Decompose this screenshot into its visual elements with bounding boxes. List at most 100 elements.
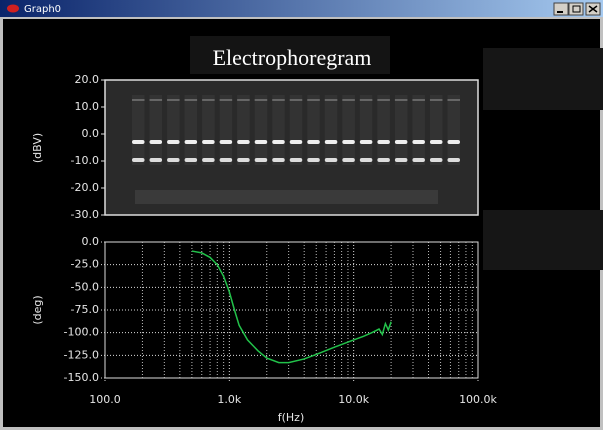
gel-band xyxy=(202,99,215,101)
gel-band xyxy=(290,99,303,101)
gel-lane xyxy=(290,95,303,165)
gel-band xyxy=(395,140,408,144)
gel-band xyxy=(167,99,180,101)
y-tick-label: -100.0 xyxy=(64,326,99,339)
gel-band xyxy=(447,99,460,101)
y-tick-label: -10.0 xyxy=(71,154,99,167)
gel-lane xyxy=(185,95,198,165)
gel-band xyxy=(430,99,443,101)
gel-lane xyxy=(395,95,408,165)
gel-band xyxy=(290,140,303,144)
gel-lane xyxy=(307,95,320,165)
gel-band xyxy=(202,158,215,162)
gel-band xyxy=(255,99,268,101)
gel-band xyxy=(360,99,373,101)
gel-band xyxy=(132,99,145,101)
gel-band xyxy=(272,140,285,144)
gel-band xyxy=(202,140,215,144)
window: Graph0 Electrophoregram (dBV) (deg) f(Hz… xyxy=(0,0,603,430)
y-tick-label: -20.0 xyxy=(71,181,99,194)
panel-shade xyxy=(483,210,603,270)
gel-band xyxy=(167,158,180,162)
gel-band xyxy=(307,158,320,162)
gel-band xyxy=(150,99,163,101)
gel-band xyxy=(412,158,425,162)
y-tick-label: 20.0 xyxy=(75,73,100,86)
window-buttons[interactable] xyxy=(554,3,600,15)
title-bar xyxy=(0,0,603,17)
gel-band xyxy=(255,158,268,162)
y-tick-label: -150.0 xyxy=(64,371,99,384)
chart-title: Electrophoregram xyxy=(213,45,372,70)
gel-band xyxy=(167,140,180,144)
gel-band xyxy=(325,99,338,101)
gel-lane xyxy=(150,95,163,165)
y-tick-label: -125.0 xyxy=(64,348,99,361)
x-axis-label: f(Hz) xyxy=(278,411,305,424)
gel-lane xyxy=(430,95,443,165)
gel-lane xyxy=(412,95,425,165)
gel-band xyxy=(272,158,285,162)
gel-lane xyxy=(220,95,233,165)
gel-band xyxy=(430,158,443,162)
gel-band xyxy=(237,158,250,162)
gel-lane xyxy=(132,95,145,165)
x-tick-label: 100.0 xyxy=(89,393,121,406)
y-tick-label: -75.0 xyxy=(71,303,99,316)
gel-band xyxy=(185,140,198,144)
y-tick-label: -50.0 xyxy=(71,280,99,293)
window-title: Graph0 xyxy=(24,4,61,15)
y-tick-label: 0.0 xyxy=(82,235,100,248)
gel-band xyxy=(342,99,355,101)
gel-lane xyxy=(377,95,390,165)
gel-band xyxy=(342,140,355,144)
gel-band xyxy=(412,140,425,144)
gel-lane xyxy=(255,95,268,165)
gel-band xyxy=(342,158,355,162)
window-icon xyxy=(7,5,19,13)
gel-lane xyxy=(360,95,373,165)
gel-band xyxy=(150,140,163,144)
gel-band xyxy=(220,158,233,162)
restore-button[interactable] xyxy=(569,3,583,15)
gel-band xyxy=(307,99,320,101)
gel-band xyxy=(307,140,320,144)
gel-band xyxy=(325,158,338,162)
gel-band xyxy=(255,140,268,144)
gel-lane xyxy=(447,95,460,165)
gel-lane xyxy=(237,95,250,165)
gel-band xyxy=(360,140,373,144)
gel-band xyxy=(185,158,198,162)
gel-band xyxy=(377,99,390,101)
gel-band xyxy=(220,140,233,144)
gel-band xyxy=(447,140,460,144)
gel-lane xyxy=(202,95,215,165)
gel-band xyxy=(185,99,198,101)
panel-shade xyxy=(483,48,603,110)
gel-band xyxy=(447,158,460,162)
gel-band xyxy=(290,158,303,162)
gel-band xyxy=(237,140,250,144)
gel-band xyxy=(377,158,390,162)
gel-band xyxy=(412,99,425,101)
gel-band xyxy=(237,99,250,101)
x-tick-label: 100.0k xyxy=(459,393,497,406)
y-tick-label: 10.0 xyxy=(75,100,100,113)
gel-lane xyxy=(342,95,355,165)
gel-lane xyxy=(272,95,285,165)
gel-band xyxy=(377,140,390,144)
gel-glow xyxy=(135,190,438,204)
gel-band xyxy=(360,158,373,162)
y-axis-label: (dBV) xyxy=(31,133,44,163)
x-tick-label: 10.0k xyxy=(338,393,369,406)
gel-band xyxy=(395,158,408,162)
minimize-button[interactable] xyxy=(554,3,568,15)
gel-lane xyxy=(325,95,338,165)
y-tick-label: -25.0 xyxy=(71,258,99,271)
gel-band xyxy=(132,140,145,144)
gel-band xyxy=(325,140,338,144)
gel-band xyxy=(220,99,233,101)
x-tick-label: 1.0k xyxy=(217,393,241,406)
gel-band xyxy=(150,158,163,162)
y-tick-label: 0.0 xyxy=(82,127,100,140)
